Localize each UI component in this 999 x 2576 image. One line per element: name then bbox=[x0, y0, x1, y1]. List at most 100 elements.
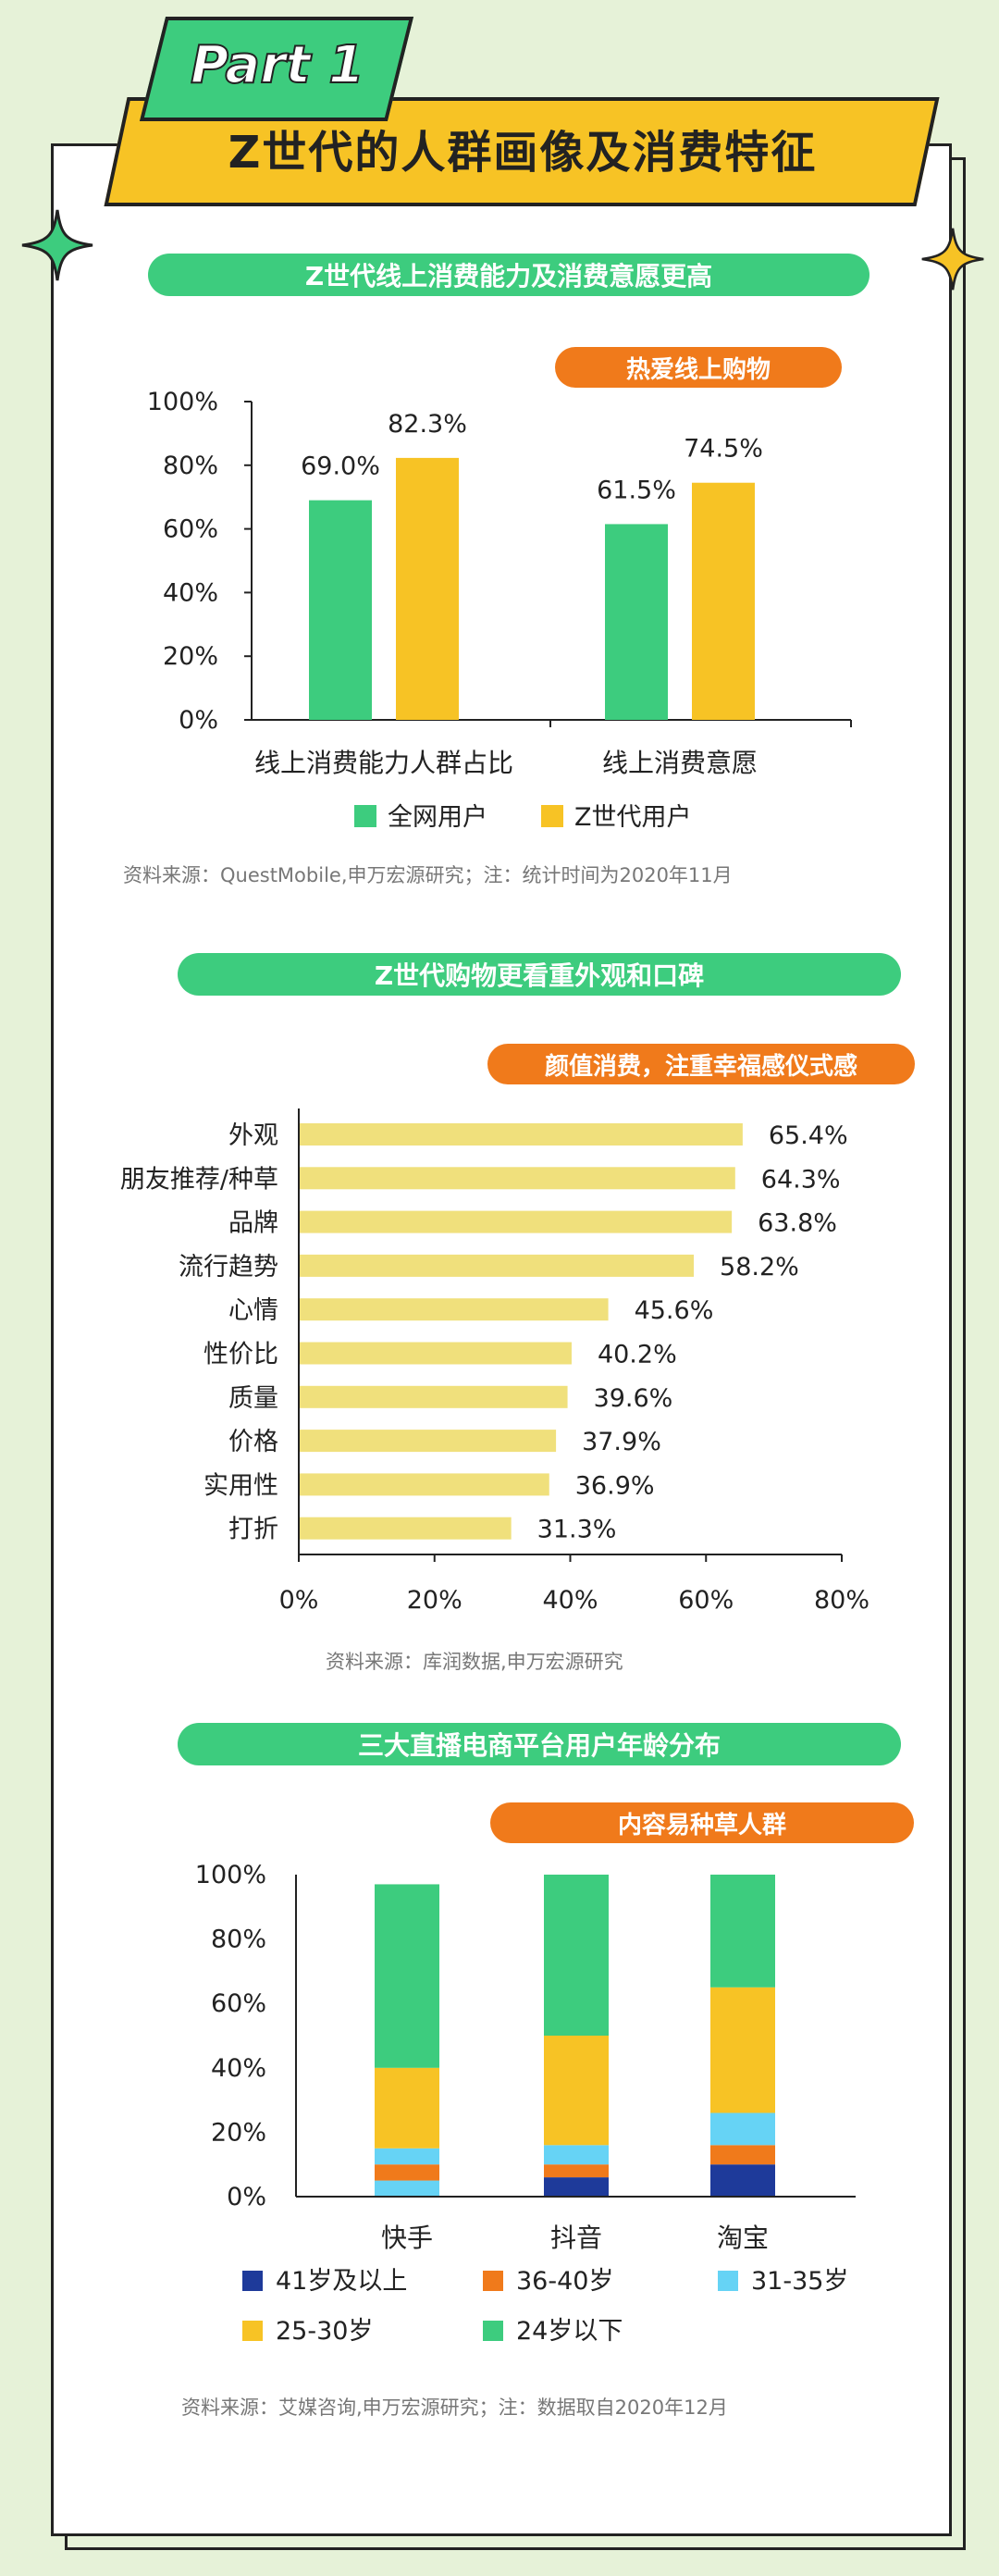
stack-seg-0-2 bbox=[710, 2164, 775, 2197]
section3-heading: 三大直播电商平台用户年龄分布 bbox=[178, 1723, 901, 1765]
y-tick-label: 80% bbox=[163, 452, 218, 480]
stack-seg-3-1 bbox=[544, 2036, 609, 2146]
y-tick-label: 40% bbox=[163, 578, 218, 607]
legend-label: 36-40岁 bbox=[516, 2267, 613, 2296]
category-label: 淘宝 bbox=[717, 2223, 769, 2253]
x-tick-label: 40% bbox=[542, 1586, 598, 1615]
category-label: 线上消费意愿 bbox=[602, 748, 758, 778]
bar-value-label: 74.5% bbox=[684, 435, 763, 464]
stack-seg-1-0 bbox=[375, 2164, 439, 2181]
chart-1-svg: 0%20%40%60%80%100% 69.0%61.5%82.3%74.5% … bbox=[147, 388, 852, 832]
y-tick-label: 100% bbox=[147, 388, 218, 416]
stack-seg-1-1 bbox=[544, 2164, 609, 2178]
category-label: 品牌 bbox=[228, 1209, 278, 1238]
bar-value-label: 31.3% bbox=[537, 1516, 617, 1544]
legend-swatch bbox=[718, 2271, 738, 2291]
stack-seg-3-2 bbox=[710, 1987, 775, 2113]
section3-source: 资料来源：艾媒咨询,申万宏源研究；注：数据取自2020年12月 bbox=[181, 2396, 728, 2419]
stack-seg-2-2 bbox=[710, 2112, 775, 2146]
chart-3-svg: 0% 20% 40% 60% 80% 100% 快手 抖音 淘宝 41岁及以上 36-40岁 31… bbox=[195, 1861, 856, 2346]
section2-source: 资料来源：库润数据,申万宏源研究 bbox=[326, 1651, 623, 1673]
stack-seg-2-0 bbox=[375, 2148, 439, 2165]
stack-seg-4-0 bbox=[375, 1884, 439, 2068]
bar-0-1 bbox=[605, 524, 668, 720]
hbar-4 bbox=[299, 1298, 609, 1321]
star-right-icon bbox=[921, 228, 984, 291]
section1-tag: 热爱线上购物 bbox=[555, 347, 842, 388]
legend-label: 41岁及以上 bbox=[276, 2267, 407, 2296]
hbar-8 bbox=[299, 1473, 549, 1496]
bar-1-0 bbox=[396, 457, 459, 720]
bar-value-label: 65.4% bbox=[769, 1121, 848, 1150]
hbar-1 bbox=[299, 1167, 735, 1190]
part-label: Part 1 bbox=[190, 34, 365, 96]
category-label: 流行趋势 bbox=[179, 1253, 278, 1282]
category-label: 价格 bbox=[228, 1428, 278, 1456]
hbar-5 bbox=[299, 1342, 572, 1365]
bar-value-label: 58.2% bbox=[720, 1253, 799, 1282]
legend-label: 25-30岁 bbox=[276, 2317, 373, 2346]
category-label: 心情 bbox=[228, 1296, 278, 1325]
section2-tag: 颜值消费，注重幸福感仪式感 bbox=[487, 1044, 915, 1084]
stack-seg-2-1 bbox=[544, 2145, 609, 2165]
legend-label: Z世代用户 bbox=[574, 803, 692, 832]
y-tick-label: 100% bbox=[195, 1861, 266, 1889]
bar-1-1 bbox=[692, 482, 755, 720]
page-title: Z世代的人群画像及消费特征 bbox=[228, 127, 818, 179]
section1-source: 资料来源：QuestMobile,申万宏源研究；注：统计时间为2020年11月 bbox=[123, 864, 733, 886]
legend-label: 31-35岁 bbox=[751, 2267, 848, 2296]
legend-swatch bbox=[242, 2321, 263, 2341]
stack-seg-0-1 bbox=[544, 2177, 609, 2197]
category-label: 性价比 bbox=[204, 1341, 278, 1369]
category-label: 质量 bbox=[228, 1384, 278, 1413]
bar-value-label: 36.9% bbox=[575, 1471, 655, 1500]
stack-seg-3-0 bbox=[375, 2067, 439, 2149]
legend-swatch bbox=[354, 805, 376, 827]
hbar-0 bbox=[299, 1123, 743, 1146]
bar-value-label: 82.3% bbox=[388, 410, 467, 439]
legend-swatch bbox=[483, 2321, 503, 2341]
category-label: 朋友推荐/种草 bbox=[120, 1165, 278, 1194]
y-tick-label: 80% bbox=[211, 1926, 266, 1954]
y-tick-label: 20% bbox=[163, 642, 218, 671]
category-label: 外观 bbox=[228, 1121, 278, 1150]
star-left-icon bbox=[21, 209, 93, 281]
hbar-7 bbox=[299, 1430, 557, 1453]
x-tick-label: 60% bbox=[678, 1586, 734, 1615]
legend-swatch bbox=[541, 805, 563, 827]
stack-seg-bottom bbox=[375, 2180, 439, 2197]
category-label: 抖音 bbox=[550, 2223, 602, 2253]
bar-value-label: 40.2% bbox=[598, 1341, 677, 1369]
legend-label: 24岁以下 bbox=[516, 2317, 623, 2346]
section2-heading: Z世代购物更看重外观和口碑 bbox=[178, 953, 901, 996]
x-tick-label: 0% bbox=[279, 1586, 319, 1615]
category-label: 线上消费能力人群占比 bbox=[254, 748, 513, 778]
bar-value-label: 64.3% bbox=[761, 1165, 841, 1194]
x-tick-label: 80% bbox=[814, 1586, 870, 1615]
legend-swatch bbox=[242, 2271, 263, 2291]
content-card bbox=[51, 143, 952, 2536]
legend-swatch bbox=[483, 2271, 503, 2291]
section1-heading: Z世代线上消费能力及消费意愿更高 bbox=[148, 254, 870, 296]
bar-value-label: 37.9% bbox=[582, 1428, 661, 1456]
section3-tag: 内容易种草人群 bbox=[490, 1802, 914, 1843]
stack-seg-1-2 bbox=[710, 2145, 775, 2165]
bar-value-label: 69.0% bbox=[301, 452, 380, 481]
hbar-2 bbox=[299, 1210, 733, 1233]
category-label: 快手 bbox=[381, 2223, 433, 2253]
stack-seg-4-1 bbox=[544, 1875, 609, 2036]
hbar-6 bbox=[299, 1385, 568, 1408]
x-tick-label: 20% bbox=[407, 1586, 462, 1615]
chart-2-svg: 外观 65.4% 朋友推荐/种草 64.3% 品牌 63.8% 流行趋势 58.2% 心情 45.… bbox=[120, 1108, 870, 1615]
y-tick-label: 0% bbox=[227, 2183, 266, 2211]
hbar-9 bbox=[299, 1517, 512, 1540]
legend-label: 全网用户 bbox=[388, 803, 487, 832]
y-tick-label: 20% bbox=[211, 2118, 266, 2147]
hbar-3 bbox=[299, 1254, 695, 1277]
bar-value-label: 39.6% bbox=[594, 1384, 673, 1413]
y-tick-label: 0% bbox=[179, 706, 218, 735]
category-label: 打折 bbox=[228, 1516, 278, 1544]
stack-seg-4-2 bbox=[710, 1875, 775, 1988]
bar-0-0 bbox=[309, 500, 372, 720]
category-label: 实用性 bbox=[204, 1471, 278, 1500]
